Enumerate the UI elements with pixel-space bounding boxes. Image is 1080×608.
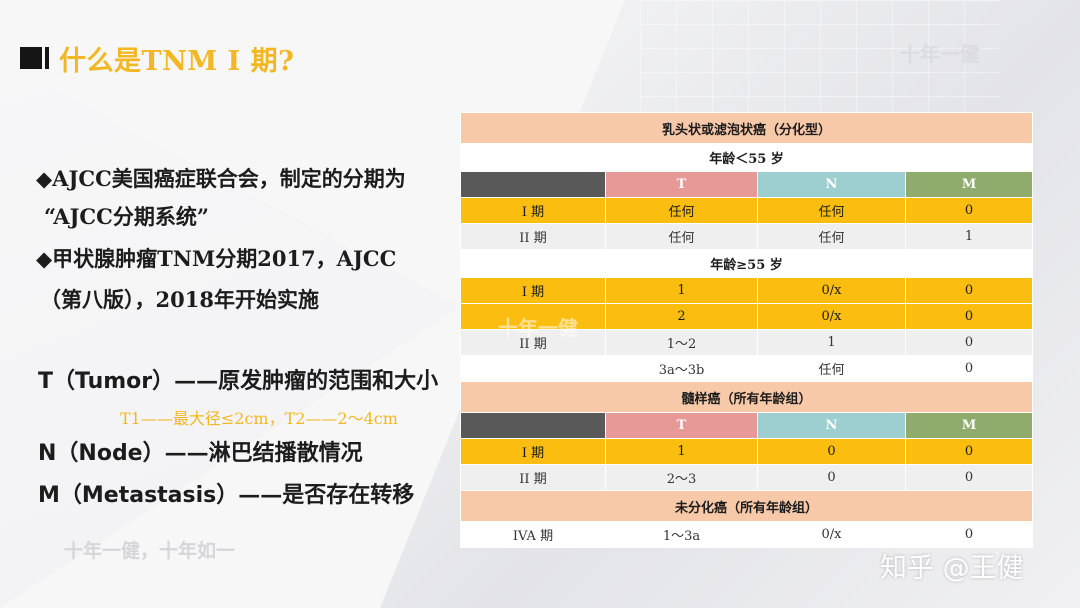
cell-n: 0/x <box>757 303 906 330</box>
table-row: II 期 1～2 1 0 <box>460 329 1034 356</box>
cell-t: 3a～3b <box>605 355 758 382</box>
cell-n: 0/x <box>757 277 906 304</box>
age-header-under-55: 年龄＜55 岁 <box>459 143 1034 172</box>
background-triangle <box>0 60 460 608</box>
cell-m: 1 <box>904 223 1034 250</box>
table-row: I 期 任何 任何 0 <box>460 197 1034 224</box>
column-header-n: N <box>757 412 906 439</box>
section-row: 乳头状或滤泡状癌（分化型） <box>459 112 1034 144</box>
table-row: I 期 1 0 0 <box>460 438 1034 465</box>
section-row: 髓样癌（所有年龄组） <box>459 381 1034 413</box>
column-header-m: M <box>904 171 1034 198</box>
column-header-blank <box>460 171 606 198</box>
tnm-node-line: N（Node）——淋巴结播散情况 <box>38 438 363 469</box>
bullet-ajcc-line1: ◆AJCC美国癌症联合会，制定的分期为 <box>36 166 406 191</box>
cell-n: 任何 <box>757 223 906 250</box>
title-bar-line <box>45 47 49 69</box>
tnm-tumor-size-note: T1——最大径≤2cm，T2——2～4cm <box>120 409 398 428</box>
column-header-row: T N M <box>460 412 1034 439</box>
cell-m: 0 <box>904 438 1034 465</box>
cell-stage: II 期 <box>460 329 606 356</box>
staging-table: 乳头状或滤泡状癌（分化型） 年龄＜55 岁 T N M I 期 任何 任何 0 … <box>459 112 1034 548</box>
column-header-row: T N M <box>460 171 1034 198</box>
table-row: II 期 2～3 0 0 <box>460 464 1034 491</box>
cell-t: 任何 <box>605 223 758 250</box>
table-row: 2 0/x 0 <box>460 303 1034 330</box>
age-header-55-plus: 年龄≥55 岁 <box>459 249 1034 278</box>
cell-m: 0 <box>904 521 1034 548</box>
column-header-blank <box>460 412 606 439</box>
cell-t: 2～3 <box>605 464 758 491</box>
cell-n: 0/x <box>757 521 906 548</box>
cell-m: 0 <box>904 355 1034 382</box>
tnm-metastasis-line: M（Metastasis）——是否存在转移 <box>38 480 414 511</box>
watermark-bottom: 十年一健，十年如一 <box>64 540 236 562</box>
tnm-node-desc: ——淋巴结播散情况 <box>164 440 363 466</box>
bullet-ajcc-line2: “AJCC分期系统” <box>44 204 209 229</box>
table-row: I 期 1 0/x 0 <box>460 277 1034 304</box>
cell-t: 任何 <box>605 197 758 224</box>
bullet-tnm2017-line1: ◆甲状腺肿瘤TNM分期2017，AJCC <box>36 246 397 271</box>
cell-t: 1 <box>605 438 758 465</box>
column-header-n: N <box>757 171 906 198</box>
cell-stage: II 期 <box>460 464 606 491</box>
age-row: 年龄≥55 岁 <box>459 249 1034 278</box>
page-title: 什么是TNM I 期? <box>59 45 295 77</box>
age-row: 年龄＜55 岁 <box>459 143 1034 172</box>
tnm-node-term: N（Node） <box>38 441 165 466</box>
section-header-medullary: 髓样癌（所有年龄组） <box>459 381 1034 413</box>
column-header-t: T <box>605 412 758 439</box>
title-square-icon <box>20 47 42 69</box>
cell-m: 0 <box>904 464 1034 491</box>
table-row: 3a～3b 任何 0 <box>460 355 1034 382</box>
cell-stage: I 期 <box>460 197 606 224</box>
watermark-zhihu: 知乎 @王健 <box>880 553 1024 584</box>
watermark-middle: 十年一健 <box>498 316 578 340</box>
cell-t: 1 <box>605 277 758 304</box>
cell-t: 1～2 <box>605 329 758 356</box>
section-row: 未分化癌（所有年龄组） <box>459 490 1034 522</box>
table-row: IVA 期 1～3a 0/x 0 <box>460 521 1034 548</box>
bullet-tnm2017-line2: （第八版），2018年开始实施 <box>40 287 319 312</box>
tnm-tumor-term: T（Tumor） <box>38 369 175 394</box>
cell-stage: II 期 <box>460 223 606 250</box>
cell-n: 1 <box>757 329 906 356</box>
cell-t: 2 <box>605 303 758 330</box>
cell-stage <box>460 355 606 382</box>
cell-n: 0 <box>757 438 906 465</box>
section-header-anaplastic: 未分化癌（所有年龄组） <box>459 490 1034 522</box>
cell-n: 任何 <box>757 197 906 224</box>
cell-stage: IVA 期 <box>460 521 606 548</box>
cell-m: 0 <box>904 197 1034 224</box>
cell-m: 0 <box>904 277 1034 304</box>
section-header-differentiated: 乳头状或滤泡状癌（分化型） <box>459 112 1034 144</box>
column-header-m: M <box>904 412 1034 439</box>
cell-stage: I 期 <box>460 277 606 304</box>
cell-t: 1～3a <box>605 521 758 548</box>
table-row: II 期 任何 任何 1 <box>460 223 1034 250</box>
tnm-metastasis-term: M（Metastasis） <box>38 483 239 508</box>
cell-n: 0 <box>757 464 906 491</box>
cell-m: 0 <box>904 329 1034 356</box>
watermark-top: 十年一健 <box>900 42 980 66</box>
tnm-tumor-line: T（Tumor）——原发肿瘤的范围和大小 <box>38 366 438 397</box>
title-bar: 什么是TNM I 期? <box>20 38 294 78</box>
cell-m: 0 <box>904 303 1034 330</box>
tnm-tumor-desc: ——原发肿瘤的范围和大小 <box>174 368 439 394</box>
cell-stage: I 期 <box>460 438 606 465</box>
cell-n: 任何 <box>757 355 906 382</box>
tnm-metastasis-desc: ——是否存在转移 <box>238 482 415 508</box>
column-header-t: T <box>605 171 758 198</box>
